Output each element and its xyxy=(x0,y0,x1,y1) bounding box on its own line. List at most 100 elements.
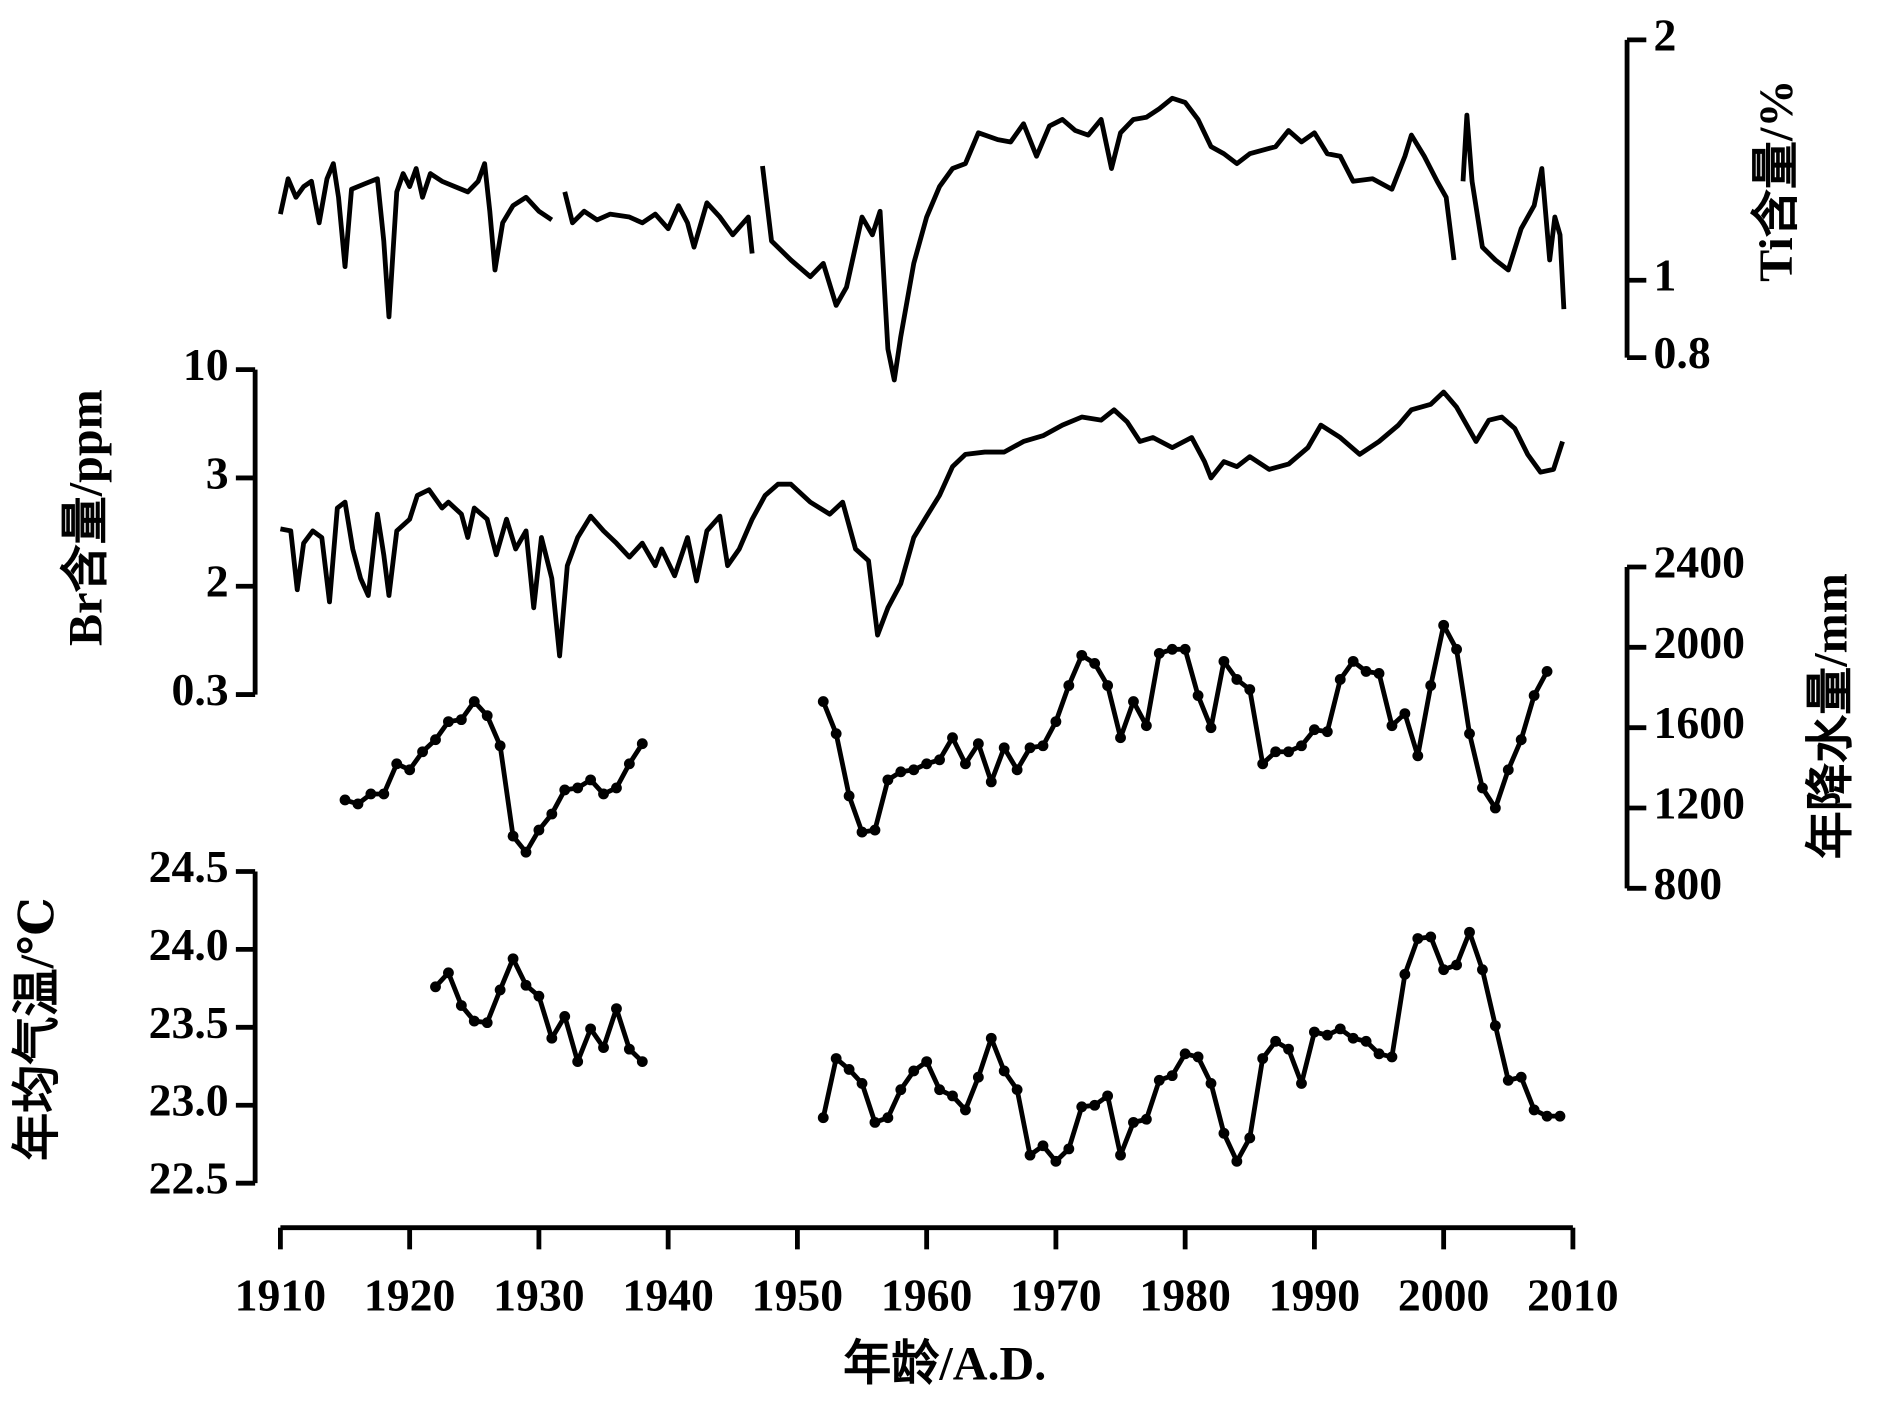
x-tick-label: 1920 xyxy=(364,1269,455,1320)
data-point xyxy=(1386,1051,1398,1063)
data-point xyxy=(1373,1048,1385,1060)
y-tick-label: 800 xyxy=(1654,858,1723,909)
data-point xyxy=(1489,802,1501,814)
data-point xyxy=(960,1104,971,1116)
data-point xyxy=(1270,746,1282,758)
data-point xyxy=(1541,666,1553,677)
data-point xyxy=(1011,764,1023,776)
data-point xyxy=(934,754,945,766)
data-point xyxy=(623,758,635,770)
data-point xyxy=(365,788,377,800)
y-tick-label: 2400 xyxy=(1654,537,1745,588)
data-point xyxy=(1076,649,1088,661)
data-point xyxy=(1373,668,1385,679)
data-point xyxy=(352,798,364,810)
y-tick-label: 10 xyxy=(183,339,229,390)
data-point xyxy=(1244,684,1256,695)
series-line xyxy=(344,622,1550,855)
data-point xyxy=(1399,968,1411,980)
data-point xyxy=(856,826,868,838)
data-point xyxy=(507,830,519,842)
data-point xyxy=(1477,964,1488,976)
y-tick-label: 3 xyxy=(206,447,229,498)
data-point xyxy=(895,1084,907,1096)
data-point xyxy=(998,1065,1010,1077)
data-point xyxy=(533,990,545,1002)
data-point xyxy=(830,1053,842,1064)
x-tick-label: 1960 xyxy=(881,1269,972,1320)
data-point xyxy=(1334,674,1346,685)
data-point xyxy=(1438,964,1450,976)
data-point xyxy=(1166,643,1178,655)
data-point xyxy=(1489,1020,1501,1032)
data-point xyxy=(1063,680,1075,691)
data-point xyxy=(430,734,441,746)
data-point xyxy=(1050,716,1062,728)
y-tick-label: 23.0 xyxy=(149,1075,229,1126)
data-point xyxy=(1451,643,1462,655)
data-point xyxy=(1115,1149,1126,1161)
data-point xyxy=(611,782,622,794)
data-point xyxy=(1334,1023,1346,1035)
data-point xyxy=(1115,732,1126,744)
data-point xyxy=(1412,933,1424,944)
data-point xyxy=(417,746,428,758)
data-point xyxy=(1192,690,1204,701)
data-point xyxy=(1425,931,1437,943)
data-point xyxy=(546,808,558,820)
data-point xyxy=(1153,1074,1165,1086)
data-point xyxy=(533,824,545,836)
data-point xyxy=(1321,1029,1333,1041)
data-point xyxy=(1360,666,1372,677)
y-axis-label: 年降水量/mm xyxy=(1804,573,1857,859)
x-tick-label: 1980 xyxy=(1139,1269,1230,1320)
data-point xyxy=(1063,1143,1075,1155)
data-point xyxy=(1231,1155,1243,1167)
x-tick-label: 1930 xyxy=(493,1269,584,1320)
data-point xyxy=(1179,643,1191,655)
data-point xyxy=(636,1056,648,1068)
data-point xyxy=(1296,740,1307,752)
data-point xyxy=(1205,722,1217,734)
data-point xyxy=(1464,728,1475,740)
data-point xyxy=(843,1063,855,1075)
y-axis-label: 年均气温/℃ xyxy=(11,897,64,1161)
data-point xyxy=(391,758,403,770)
data-point xyxy=(1515,734,1527,746)
data-point xyxy=(1528,1104,1540,1116)
x-tick-label: 1990 xyxy=(1269,1269,1360,1320)
data-point xyxy=(1037,740,1049,752)
data-point xyxy=(960,758,971,770)
y-axis-label: Ti含量/% xyxy=(1750,80,1803,282)
data-point xyxy=(1502,764,1514,776)
data-point xyxy=(1308,1026,1320,1038)
y-axis-label: Br含量/ppm xyxy=(59,389,112,646)
data-point xyxy=(559,784,571,796)
data-point xyxy=(1347,655,1359,667)
data-point xyxy=(869,1116,881,1128)
x-tick-label: 2010 xyxy=(1527,1269,1618,1320)
data-point xyxy=(481,1017,493,1029)
y-tick-label: 0.3 xyxy=(171,664,228,715)
data-point xyxy=(339,794,351,806)
x-tick-label: 2000 xyxy=(1398,1269,1489,1320)
data-point xyxy=(998,742,1010,754)
data-point xyxy=(378,788,390,800)
data-point xyxy=(1296,1078,1307,1089)
y-tick-label: 1600 xyxy=(1654,697,1745,748)
y-tick-label: 1 xyxy=(1654,250,1677,301)
y-tick-label: 22.5 xyxy=(149,1153,229,1204)
data-point xyxy=(1386,720,1398,732)
data-point xyxy=(1360,1035,1372,1047)
data-point xyxy=(1283,746,1294,758)
data-point xyxy=(1321,726,1333,738)
data-point xyxy=(921,758,933,770)
data-point xyxy=(1541,1110,1553,1122)
data-point xyxy=(921,1056,933,1068)
data-point xyxy=(1515,1071,1527,1083)
data-point xyxy=(1347,1032,1359,1044)
data-point xyxy=(546,1032,558,1044)
data-point xyxy=(1528,690,1540,701)
